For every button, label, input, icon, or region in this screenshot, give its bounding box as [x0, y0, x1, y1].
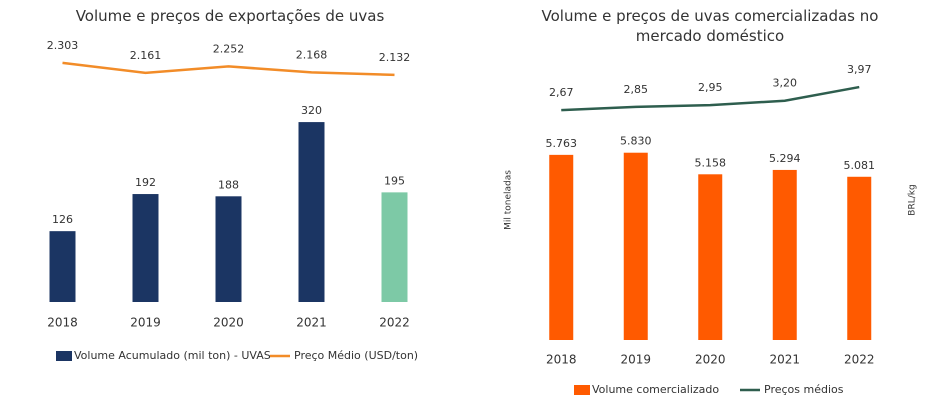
bar: [549, 154, 574, 340]
legend-label: Preços médios: [764, 383, 844, 396]
data-label: 2.252: [213, 42, 245, 55]
legend-swatch: [56, 351, 72, 361]
x-tick-label: 2021: [769, 353, 800, 367]
bar: [847, 176, 872, 340]
data-label: 3,97: [847, 63, 872, 76]
x-tick-label: 2018: [546, 353, 577, 367]
y2-axis-label: BRL/kg: [908, 184, 918, 215]
bar: [381, 192, 408, 302]
line: [62, 61, 395, 77]
line: [561, 85, 860, 112]
legend-label: Volume Acumulado (mil ton) - UVAS: [74, 349, 271, 362]
legend-label: Volume comercializado: [592, 383, 719, 396]
data-label: 2,67: [549, 86, 574, 99]
bar: [698, 174, 723, 340]
x-tick-label: 2022: [379, 316, 410, 330]
x-tick-label: 2020: [695, 353, 726, 367]
data-label: 2.303: [47, 39, 79, 52]
x-tick-label: 2020: [213, 316, 244, 330]
data-label: 2.161: [130, 49, 162, 62]
data-label: 320: [301, 104, 322, 117]
data-label: 2,85: [624, 83, 649, 96]
data-label: 3,20: [773, 77, 798, 90]
data-label: 188: [218, 178, 239, 191]
legend-swatch: [574, 385, 590, 395]
x-tick-label: 2019: [130, 316, 161, 330]
y-axis-label: Mil toneladas: [504, 170, 514, 230]
data-label: 2,95: [698, 81, 723, 94]
data-label: 2.168: [296, 48, 328, 61]
data-label: 5.158: [695, 156, 727, 169]
data-label: 5.763: [546, 137, 578, 150]
bar: [215, 196, 242, 302]
legend-label: Preço Médio (USD/ton): [294, 349, 418, 362]
chart-title: Volume e preços de exportações de uvas: [75, 7, 385, 25]
x-tick-label: 2022: [844, 353, 875, 367]
data-label: 126: [52, 213, 73, 226]
data-label: 5.294: [769, 152, 801, 165]
bar: [298, 122, 325, 302]
bar: [49, 231, 76, 302]
data-label: 5.830: [620, 135, 652, 148]
data-label: 195: [384, 174, 405, 187]
x-tick-label: 2018: [47, 316, 78, 330]
bar: [132, 194, 159, 302]
x-tick-label: 2021: [296, 316, 327, 330]
data-label: 5.081: [844, 159, 876, 172]
bar: [772, 169, 797, 340]
chart-title: Volume e preços de uvas comercializadas …: [541, 7, 879, 45]
x-tick-label: 2019: [620, 353, 651, 367]
data-label: 192: [135, 176, 156, 189]
data-label: 2.132: [379, 51, 411, 64]
bar: [623, 152, 648, 340]
